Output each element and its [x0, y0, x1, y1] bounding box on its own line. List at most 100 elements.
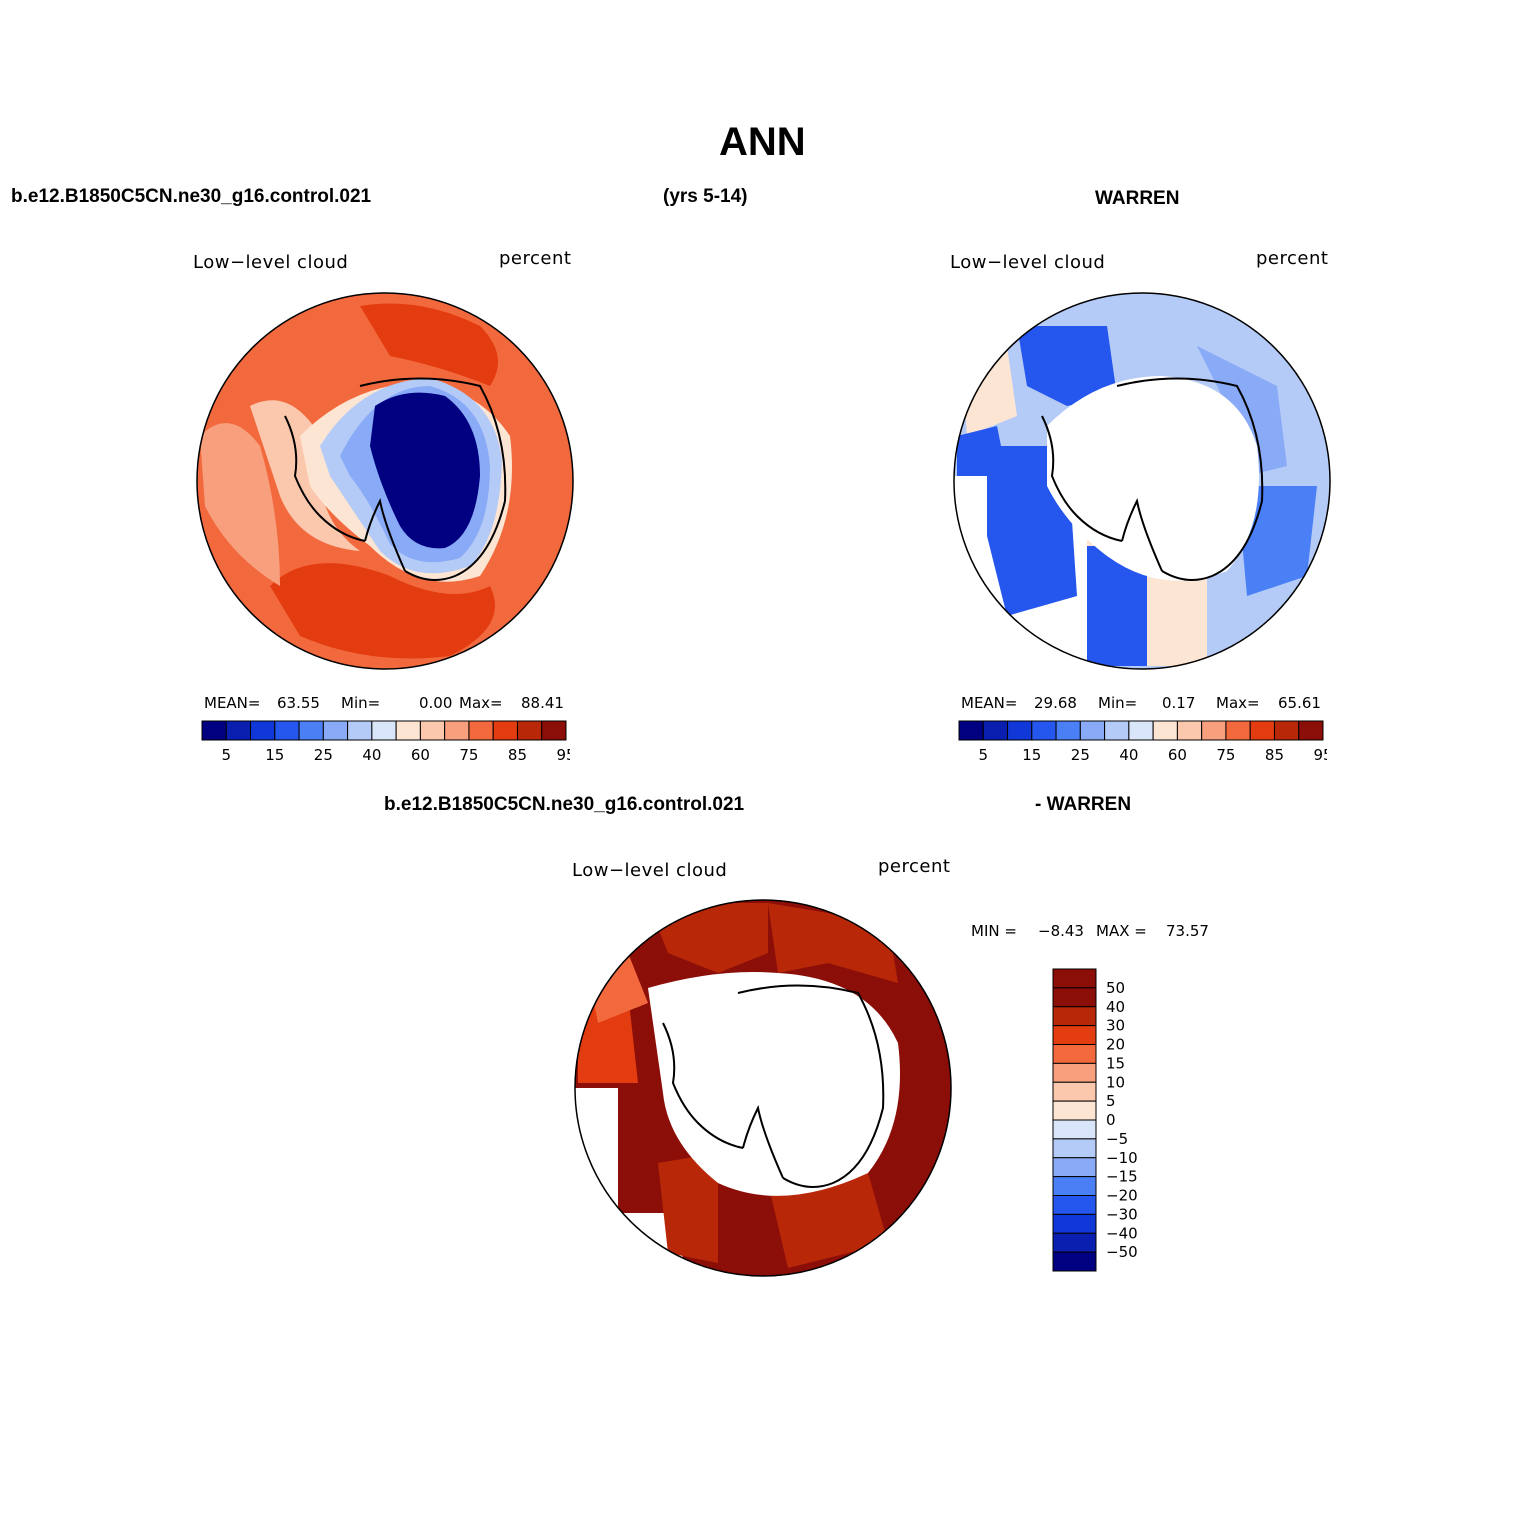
model-max-label: Max= [459, 694, 503, 712]
diff-colorbar-box [1052, 1157, 1097, 1178]
diff-colorbar-tick-label: −5 [1106, 1130, 1128, 1148]
model-colorbar-box [347, 720, 373, 741]
diff-colorbar-box [1052, 1251, 1097, 1272]
obs-colorbar-tick-label: 5 [978, 746, 988, 764]
diff-colorbar-box [1052, 1138, 1097, 1159]
obs-colorbar-box [1201, 720, 1227, 741]
diff-units-label: percent [878, 856, 951, 877]
model-colorbar-box [492, 720, 518, 741]
obs-min-value: 0.17 [1162, 694, 1196, 712]
model-colorbar-box [322, 720, 349, 741]
diff-min-value: −8.43 [1038, 922, 1084, 940]
obs-colorbar-box [1298, 720, 1324, 741]
diff-colorbar-tick-label: 50 [1106, 979, 1125, 997]
obs-colorbar-box [958, 720, 984, 741]
diff-colorbar-tick-label: 30 [1106, 1017, 1125, 1035]
obs-colorbar-tick-label: 75 [1216, 746, 1235, 764]
obs-colorbar-tick-label: 60 [1168, 746, 1187, 764]
obs-colorbar-box [1225, 720, 1251, 741]
model-colorbar-box [298, 720, 324, 741]
diff-min-label: MIN = [971, 922, 1017, 940]
diff-colorbar-box [1052, 1213, 1097, 1234]
model-colorbar-tick-label: 15 [265, 746, 284, 764]
model-colorbar-box [274, 720, 300, 741]
model-colorbar-box [541, 720, 567, 741]
diff-colorbar-box [1052, 1100, 1097, 1121]
diff-colorbar-box [1052, 1195, 1097, 1215]
diff-colorbar-box [1052, 987, 1097, 1008]
diff-colorbar-box [1052, 1006, 1097, 1027]
obs-name-header: WARREN [1095, 188, 1180, 209]
obs-colorbar-box [1055, 720, 1081, 741]
model-units-label: percent [499, 248, 572, 269]
model-colorbar-tick-label: 60 [411, 746, 430, 764]
model-colorbar-box [419, 720, 446, 741]
diff-colorbar-box [1052, 1044, 1097, 1064]
model-colorbar-box [516, 720, 543, 741]
model-colorbar-tick-label: 95 [556, 746, 570, 764]
obs-colorbar-box [1104, 720, 1130, 741]
obs-colorbar-tick-label: 95 [1313, 746, 1327, 764]
obs-polar-map [953, 292, 1331, 670]
obs-colorbar-tick-label: 40 [1119, 746, 1138, 764]
model-colorbar-tick-label: 25 [314, 746, 333, 764]
obs-colorbar-box [1273, 720, 1300, 741]
diff-colorbar-tick-label: −10 [1106, 1149, 1138, 1167]
diff-colorbar-box [1052, 1232, 1097, 1253]
obs-colorbar-tick-label: 25 [1071, 746, 1090, 764]
diff-colorbar-tick-label: 0 [1106, 1111, 1116, 1129]
years-header: (yrs 5-14) [663, 186, 748, 207]
diff-colorbar-tick-label: 5 [1106, 1092, 1116, 1110]
diff-obs-header: - WARREN [1035, 794, 1132, 815]
model-max-value: 88.41 [521, 694, 564, 712]
obs-variable-label: Low−level cloud [950, 252, 1106, 273]
obs-colorbar: 5 15 25 40 60 75 85 95 [958, 720, 1327, 764]
model-colorbar-box [468, 720, 494, 741]
obs-colorbar-box [1079, 720, 1106, 741]
obs-colorbar-box [1249, 720, 1275, 741]
obs-colorbar-tick-label: 85 [1265, 746, 1284, 764]
obs-max-value: 65.61 [1278, 694, 1321, 712]
diff-max-label: MAX = [1096, 922, 1147, 940]
model-colorbar-box [250, 720, 276, 741]
obs-colorbar-box [1031, 720, 1057, 741]
model-min-value: 0.00 [419, 694, 453, 712]
obs-min-label: Min= [1098, 694, 1138, 712]
diff-colorbar-box [1052, 1062, 1097, 1083]
diff-colorbar-tick-label: −40 [1106, 1224, 1138, 1242]
model-colorbar-box [371, 720, 397, 741]
obs-colorbar-box [1128, 720, 1154, 741]
model-mean-label: MEAN= [204, 694, 261, 712]
diff-polar-map [574, 899, 952, 1277]
model-colorbar-tick-label: 40 [362, 746, 381, 764]
model-colorbar-box [444, 720, 470, 741]
diff-colorbar-tick-label: −15 [1106, 1168, 1138, 1186]
model-colorbar-tick-label: 75 [459, 746, 478, 764]
diff-colorbar-tick-label: −20 [1106, 1187, 1138, 1205]
diff-colorbar-box [1052, 968, 1097, 989]
diff-colorbar-box [1052, 1025, 1097, 1045]
model-colorbar-box [201, 720, 227, 741]
diff-colorbar-box [1052, 1176, 1097, 1196]
obs-colorbar-box [1176, 720, 1203, 741]
obs-colorbar-box [982, 720, 1009, 741]
diff-colorbar-tick-label: 10 [1106, 1073, 1125, 1091]
model-colorbar-box [395, 720, 421, 741]
diff-colorbar-box [1052, 1081, 1097, 1102]
obs-max-label: Max= [1216, 694, 1260, 712]
obs-colorbar-box [1152, 720, 1178, 741]
model-min-label: Min= [341, 694, 381, 712]
diff-colorbar-box [1052, 1119, 1097, 1140]
figure-title: ANN [719, 120, 806, 164]
model-colorbar-tick-label: 85 [508, 746, 527, 764]
obs-mean-value: 29.68 [1034, 694, 1077, 712]
obs-mean-label: MEAN= [961, 694, 1018, 712]
case-name-header: b.e12.B1850C5CN.ne30_g16.control.021 [11, 186, 372, 207]
diff-colorbar-tick-label: −30 [1106, 1205, 1138, 1223]
diff-colorbar-tick-label: 40 [1106, 998, 1125, 1016]
obs-units-label: percent [1256, 248, 1329, 269]
obs-colorbar-box [1007, 720, 1033, 741]
model-colorbar: 5 15 25 40 60 75 85 95 [201, 720, 570, 764]
model-colorbar-box [225, 720, 252, 741]
